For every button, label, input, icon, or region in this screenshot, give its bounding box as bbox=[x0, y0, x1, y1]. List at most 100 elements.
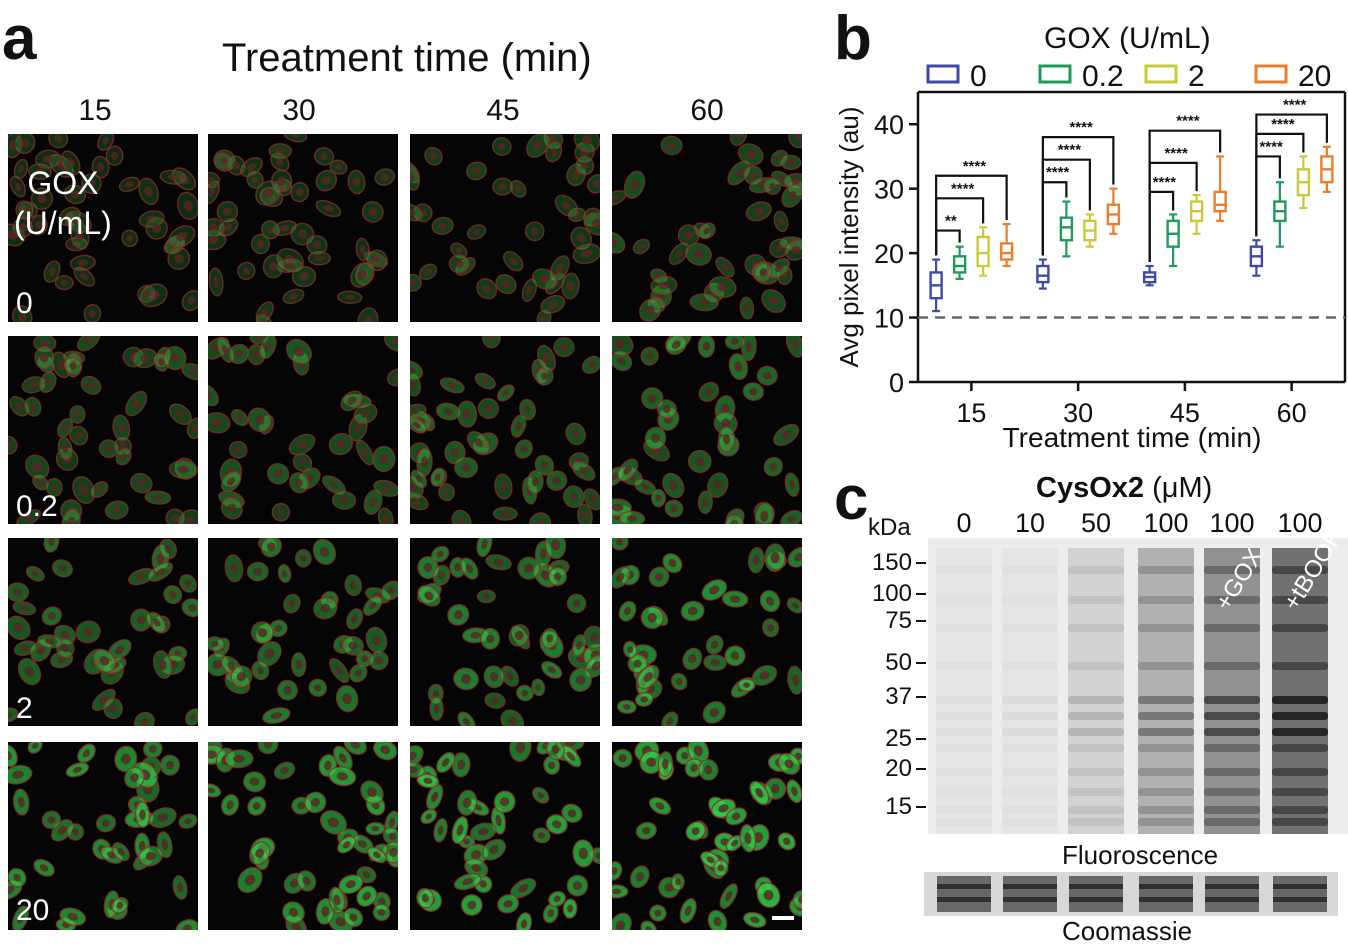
cell bbox=[8, 582, 29, 603]
cell bbox=[612, 884, 629, 899]
cell bbox=[45, 477, 63, 497]
cell bbox=[451, 509, 472, 524]
cell-nucleus bbox=[24, 206, 32, 214]
cell-nucleus bbox=[791, 245, 801, 255]
cell-nucleus bbox=[638, 243, 645, 250]
y-axis-title: Avg pixel intensity (au) bbox=[834, 106, 864, 367]
cell-nucleus bbox=[424, 268, 432, 276]
cell bbox=[262, 254, 285, 279]
micrograph-tile bbox=[410, 742, 600, 930]
cell-nucleus bbox=[117, 422, 125, 434]
cell bbox=[51, 559, 73, 578]
cell bbox=[257, 641, 282, 667]
cell bbox=[635, 821, 657, 840]
cell bbox=[356, 885, 378, 907]
cell-nucleus bbox=[561, 201, 572, 211]
significance-label: **** bbox=[951, 180, 975, 197]
cell-nucleus bbox=[535, 683, 541, 691]
cell-nucleus bbox=[734, 361, 743, 372]
gel-band bbox=[1272, 806, 1328, 814]
box-iqr bbox=[999, 242, 1014, 261]
cell bbox=[485, 554, 512, 571]
cell bbox=[749, 780, 770, 806]
time-label-30: 30 bbox=[282, 94, 316, 127]
cell-nucleus bbox=[551, 745, 560, 754]
gel-lane bbox=[1272, 548, 1328, 834]
legend-label: 20 bbox=[1298, 60, 1331, 93]
gel-band bbox=[1138, 728, 1194, 736]
cell bbox=[583, 212, 600, 236]
cell-nucleus bbox=[499, 481, 508, 492]
cell-nucleus bbox=[794, 134, 802, 142]
cell bbox=[138, 177, 159, 206]
coomassie-lane bbox=[1069, 876, 1123, 912]
cell-nucleus bbox=[152, 618, 161, 627]
cell-nucleus bbox=[277, 176, 286, 186]
significance-label: **** bbox=[1176, 113, 1200, 130]
cell bbox=[125, 390, 148, 417]
kda-marker-label: 75 bbox=[885, 607, 912, 634]
cell bbox=[341, 635, 364, 656]
cell-nucleus bbox=[567, 809, 577, 818]
gel-band bbox=[1204, 662, 1260, 670]
cell bbox=[308, 678, 328, 697]
cell bbox=[680, 600, 705, 622]
gel-band bbox=[1204, 768, 1260, 776]
cell bbox=[151, 544, 170, 573]
cell bbox=[561, 272, 580, 300]
cell-nucleus bbox=[208, 187, 215, 197]
cell-nucleus bbox=[304, 473, 314, 483]
legend-label: 2 bbox=[1188, 60, 1205, 93]
cell-nucleus bbox=[423, 562, 433, 573]
cell bbox=[649, 904, 667, 922]
cell bbox=[636, 664, 660, 690]
cell bbox=[95, 814, 117, 833]
cell-nucleus bbox=[710, 659, 720, 666]
cell bbox=[57, 436, 73, 461]
cell bbox=[685, 821, 706, 841]
cell bbox=[756, 365, 778, 386]
cell bbox=[8, 707, 19, 723]
cell-nucleus bbox=[498, 183, 508, 191]
cell bbox=[306, 235, 328, 255]
cell bbox=[146, 611, 167, 633]
cell-nucleus bbox=[436, 550, 444, 558]
cell-nucleus bbox=[35, 168, 45, 176]
cell bbox=[715, 256, 735, 278]
cell bbox=[562, 898, 578, 919]
cell bbox=[283, 593, 301, 614]
cell-nucleus bbox=[363, 315, 373, 322]
cell bbox=[777, 832, 796, 851]
cell-nucleus bbox=[410, 497, 421, 505]
cell-nucleus bbox=[658, 281, 670, 290]
cell bbox=[640, 606, 664, 630]
cell-nucleus bbox=[324, 760, 332, 771]
cell bbox=[612, 231, 626, 254]
cell-nucleus bbox=[691, 827, 700, 836]
cell-nucleus bbox=[465, 564, 474, 574]
cell bbox=[346, 608, 364, 630]
cell bbox=[133, 711, 155, 726]
coomassie-band-dark bbox=[937, 897, 991, 902]
cell-nucleus bbox=[367, 787, 377, 798]
cell-nucleus bbox=[784, 759, 794, 769]
cell bbox=[260, 538, 282, 558]
cell bbox=[374, 168, 396, 186]
cell-nucleus bbox=[612, 503, 624, 512]
cell bbox=[335, 684, 359, 713]
cell-nucleus bbox=[550, 539, 561, 551]
cell bbox=[770, 149, 789, 167]
cell-nucleus bbox=[264, 742, 273, 749]
cell-nucleus bbox=[791, 338, 799, 350]
cell-nucleus bbox=[626, 515, 638, 522]
cell bbox=[566, 163, 586, 187]
y-tick-label: 0 bbox=[889, 368, 904, 398]
cell-nucleus bbox=[503, 899, 513, 908]
cell-nucleus bbox=[252, 802, 261, 810]
cell bbox=[315, 199, 342, 218]
cell bbox=[541, 660, 563, 679]
cell bbox=[787, 546, 802, 568]
cell bbox=[792, 889, 802, 910]
cell-nucleus bbox=[530, 227, 539, 236]
cell-nucleus bbox=[755, 788, 764, 798]
